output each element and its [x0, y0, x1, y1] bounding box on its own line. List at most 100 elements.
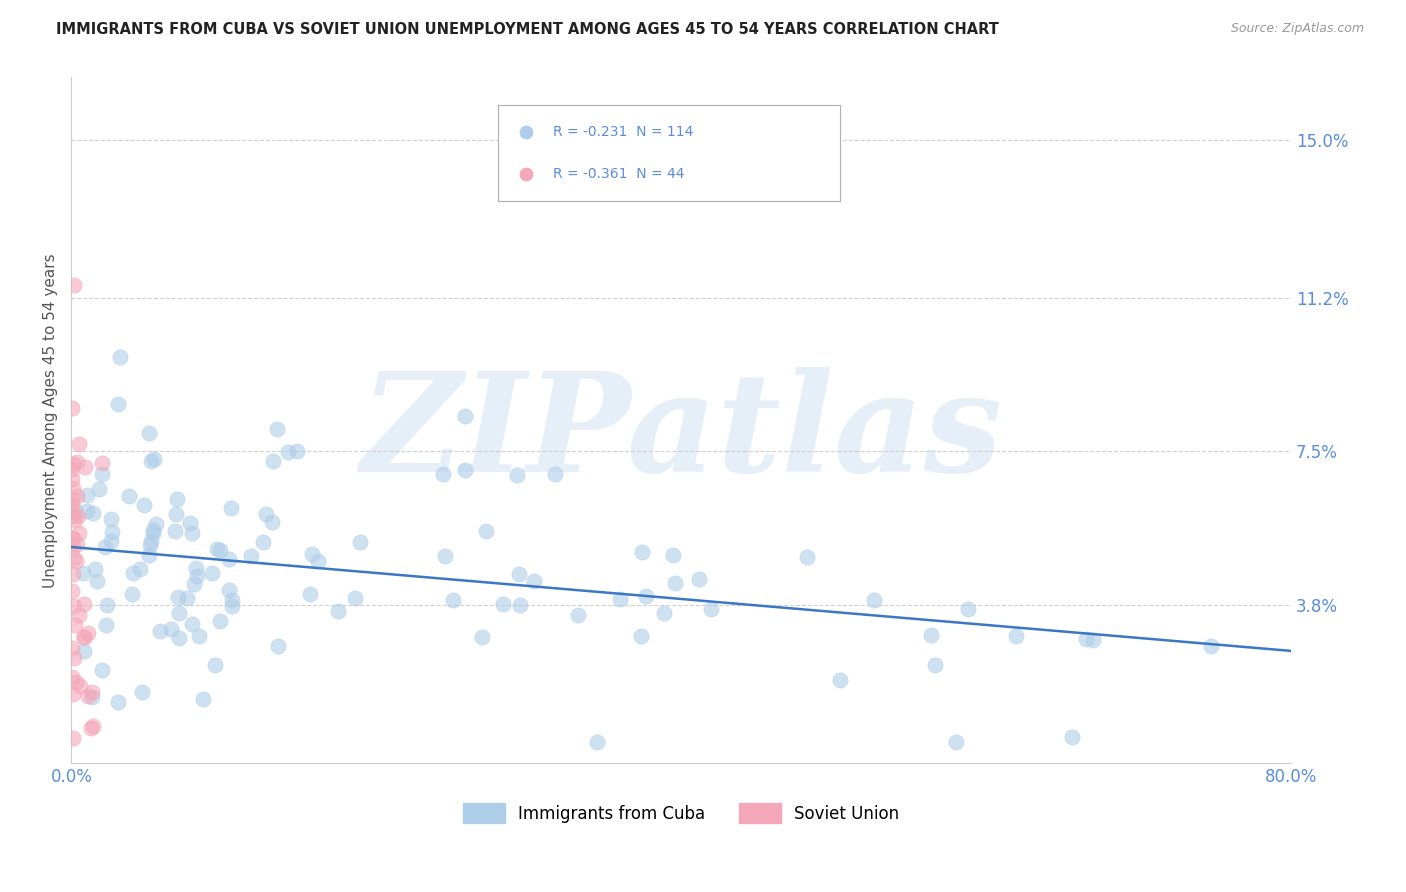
Point	[73, 630, 96, 644]
Point	[266, 422, 288, 436]
Point	[76, 488, 98, 502]
Text: ZIPatlas: ZIPatlas	[360, 367, 1002, 501]
Point	[60, 462, 83, 476]
Point	[167, 606, 190, 620]
Point	[454, 409, 477, 423]
Point	[76, 504, 98, 518]
Point	[631, 545, 654, 559]
Point	[165, 508, 187, 522]
Point	[181, 617, 204, 632]
Point	[66, 489, 89, 503]
Point	[432, 467, 454, 481]
Point	[277, 444, 299, 458]
Point	[67, 436, 90, 450]
Point	[86, 574, 108, 589]
Point	[60, 491, 83, 506]
Point	[60, 584, 83, 599]
Point	[509, 599, 531, 613]
Point	[139, 454, 162, 468]
Point	[166, 492, 188, 507]
Point	[585, 735, 607, 749]
Point	[96, 617, 118, 632]
Point	[67, 607, 90, 622]
Point	[60, 669, 83, 683]
Point	[506, 468, 529, 483]
Point	[62, 540, 84, 554]
Point	[139, 538, 162, 552]
Point	[567, 608, 589, 623]
Point	[1076, 632, 1098, 647]
Point	[240, 549, 263, 564]
Point	[208, 542, 231, 557]
Point	[108, 350, 131, 364]
Point	[145, 517, 167, 532]
Point	[471, 630, 494, 644]
Point	[76, 689, 98, 703]
Point	[82, 685, 104, 699]
Point	[100, 511, 122, 525]
Point	[82, 506, 104, 520]
Point	[60, 497, 83, 511]
Point	[69, 679, 91, 693]
Point	[508, 567, 530, 582]
Point	[252, 535, 274, 549]
Point	[118, 489, 141, 503]
Point	[65, 675, 87, 690]
Point	[307, 554, 329, 568]
Point	[956, 602, 979, 616]
Point	[80, 721, 103, 735]
Point	[654, 607, 676, 621]
Point	[62, 687, 84, 701]
Point	[63, 503, 86, 517]
Point	[63, 512, 86, 526]
Point	[201, 566, 224, 581]
Point	[63, 618, 86, 632]
Text: Source: ZipAtlas.com: Source: ZipAtlas.com	[1230, 22, 1364, 36]
Point	[80, 690, 103, 704]
Point	[142, 526, 165, 541]
Point	[63, 599, 86, 614]
Point	[60, 531, 83, 545]
Point	[475, 524, 498, 538]
Point	[183, 577, 205, 591]
Point	[218, 552, 240, 566]
Point	[107, 695, 129, 709]
Point	[63, 278, 86, 293]
Point	[63, 551, 86, 566]
Point	[138, 426, 160, 441]
Point	[72, 643, 94, 657]
Point	[191, 691, 214, 706]
Point	[221, 593, 243, 607]
Point	[65, 554, 87, 568]
Point	[121, 587, 143, 601]
Point	[207, 541, 229, 556]
Point	[62, 731, 84, 745]
Point	[62, 532, 84, 546]
Point	[262, 454, 284, 468]
Point	[60, 504, 83, 518]
Point	[266, 640, 288, 654]
Point	[254, 507, 277, 521]
Point	[72, 566, 94, 580]
Point	[630, 629, 652, 643]
Point	[184, 561, 207, 575]
Point	[96, 598, 118, 612]
Point	[796, 549, 818, 564]
Point	[143, 452, 166, 467]
Legend: Immigrants from Cuba, Soviet Union: Immigrants from Cuba, Soviet Union	[464, 803, 898, 823]
Point	[60, 401, 83, 416]
Point	[688, 572, 710, 586]
Point	[73, 459, 96, 474]
Point	[187, 629, 209, 643]
Point	[920, 628, 942, 642]
Point	[165, 524, 187, 538]
Point	[219, 500, 242, 515]
Point	[544, 467, 567, 481]
Point	[82, 719, 104, 733]
Point	[62, 508, 84, 523]
Point	[179, 516, 201, 530]
Point	[492, 597, 515, 611]
Point	[72, 597, 94, 611]
Point	[433, 549, 456, 563]
Point	[176, 591, 198, 606]
